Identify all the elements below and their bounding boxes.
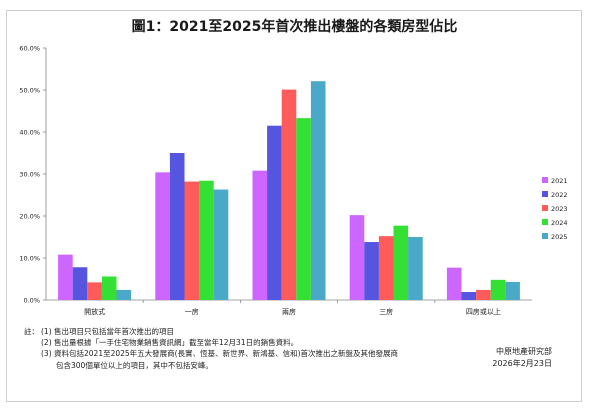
chart-title: 圖1：2021至2025年首次推出樓盤的各類房型佔比 — [131, 19, 458, 35]
chart-frame — [6, 10, 582, 402]
legend-label-2021: 2021 — [551, 177, 568, 185]
footnote-lead: 註： — [24, 327, 39, 336]
bar-2024 — [199, 180, 214, 300]
bar-2025 — [310, 81, 326, 301]
bar-2025 — [213, 189, 229, 300]
legend-label-2023: 2023 — [551, 205, 568, 213]
x-tick-label: 一房 — [185, 307, 199, 316]
legend-swatch-2021 — [542, 177, 548, 183]
footnote-text: (3) 資料包括2021至2025年五大發展商(長實、恆基、新世界、新鴻基、信和… — [41, 349, 399, 359]
source-credit: 中原地產研究部 2026年2月23日 — [492, 346, 552, 370]
bar-2021 — [349, 215, 365, 300]
footnote-text: 包含300個單位以上的項目，其中不包括安峰。 — [56, 360, 213, 370]
source-org: 中原地產研究部 — [496, 347, 552, 356]
bar-2025 — [408, 237, 423, 300]
bar-2022 — [461, 292, 477, 300]
bar-2022 — [72, 267, 88, 300]
bar-2024 — [393, 225, 409, 300]
legend-label-2022: 2022 — [551, 191, 568, 199]
footnote-text: (1) 售出項目只包括當年首次推出的項目 — [41, 327, 175, 336]
bar-2021 — [446, 267, 462, 300]
x-tick-label: 兩房 — [282, 307, 296, 316]
source-date: 2026年2月23日 — [492, 359, 552, 368]
bar-2021 — [252, 170, 268, 300]
y-tick-label: 20.0% — [19, 213, 40, 221]
bar-2024 — [296, 118, 311, 300]
y-tick-label: 60.0% — [19, 45, 40, 53]
legend-swatch-2022 — [542, 191, 548, 197]
bar-2022 — [169, 153, 185, 300]
footnotes: 註： (1) 售出項目只包括當年首次推出的項目 (2) 售出量根據「一手住宅物業銷… — [24, 326, 398, 371]
legend-swatch-2025 — [542, 233, 548, 239]
y-tick-label: 0.0% — [23, 297, 40, 305]
footnote-2: (2) 售出量根據「一手住宅物業銷售資訊網」截至當年12月31日的銷售資料。 — [24, 337, 398, 348]
bar-2025 — [505, 281, 520, 300]
x-tick-label: 四房或以上 — [466, 307, 501, 316]
legend-swatch-2023 — [542, 205, 548, 211]
y-tick-label: 50.0% — [19, 87, 40, 95]
bar-2023 — [281, 89, 297, 300]
bar-2021 — [155, 172, 170, 300]
bar-2023 — [476, 289, 491, 300]
footnote-4: 包含300個單位以上的項目，其中不包括安峰。 — [24, 360, 398, 371]
bar-2025 — [116, 289, 132, 300]
footnote-3: (3) 資料包括2021至2025年五大發展商(長實、恆基、新世界、新鴻基、信和… — [24, 348, 398, 359]
y-tick-label: 40.0% — [19, 129, 40, 137]
footnote-text: (2) 售出量根據「一手住宅物業銷售資訊網」截至當年12月31日的銷售資料。 — [41, 338, 299, 348]
y-tick-label: 10.0% — [19, 255, 40, 263]
bar-2022 — [267, 125, 282, 300]
bar-2023 — [378, 236, 394, 300]
y-tick-label: 30.0% — [19, 171, 40, 179]
bar-2023 — [184, 181, 200, 300]
legend-label-2025: 2025 — [551, 233, 568, 241]
x-tick-label: 三房 — [379, 307, 393, 316]
legend-swatch-2024 — [542, 219, 548, 225]
bar-2023 — [87, 282, 102, 300]
x-tick-label: 開放式 — [84, 307, 105, 316]
footnote-1: 註： (1) 售出項目只包括當年首次推出的項目 — [24, 326, 398, 337]
bar-2021 — [58, 254, 73, 300]
legend-label-2024: 2024 — [551, 219, 568, 227]
bar-2024 — [490, 279, 506, 300]
bar-2024 — [101, 276, 117, 300]
bar-2022 — [364, 242, 379, 300]
